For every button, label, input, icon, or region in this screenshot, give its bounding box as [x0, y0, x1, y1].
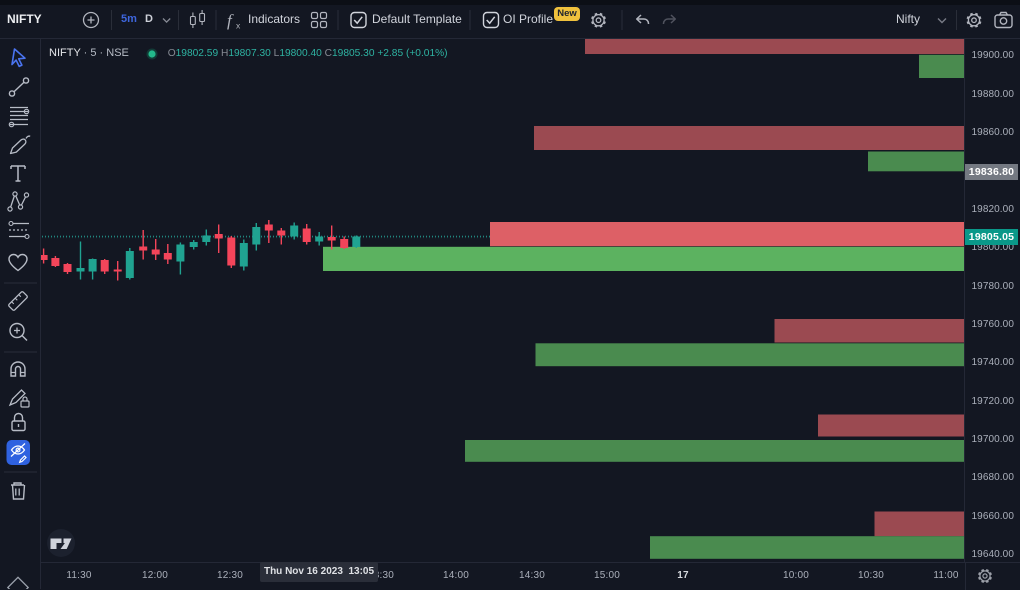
svg-text:x: x	[236, 21, 241, 31]
svg-text:f: f	[227, 11, 234, 30]
